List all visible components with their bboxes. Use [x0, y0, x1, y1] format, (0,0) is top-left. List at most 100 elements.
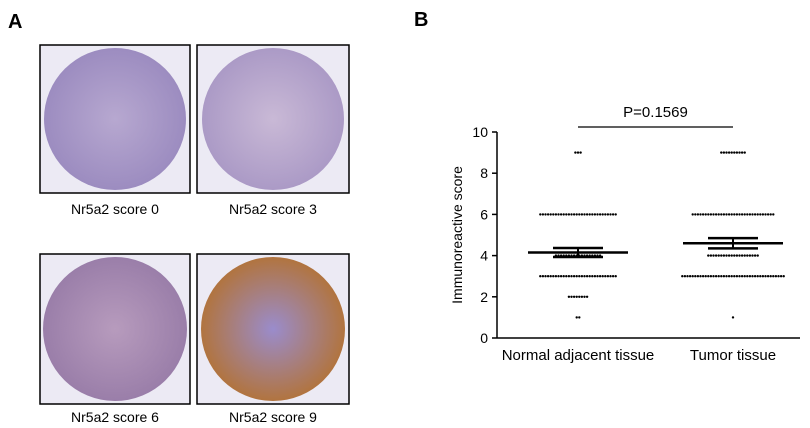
- data-point: [740, 213, 744, 216]
- data-point: [730, 151, 733, 154]
- data-point: [756, 213, 759, 216]
- panel-label: B: [414, 9, 428, 31]
- data-point: [764, 213, 767, 216]
- data-point: [606, 213, 610, 216]
- data-point: [759, 275, 762, 278]
- data-point: [730, 254, 733, 257]
- data-point: [570, 213, 573, 216]
- data-point: [722, 275, 726, 278]
- data-point: [774, 275, 778, 278]
- tissue-core: [202, 48, 344, 190]
- image-caption: Nr5a2 score 6: [71, 409, 159, 425]
- data-point: [712, 275, 715, 278]
- data-point: [722, 254, 726, 257]
- p-value: P=0.1569: [623, 104, 688, 121]
- data-point: [575, 316, 578, 319]
- data-point: [733, 254, 736, 257]
- data-point: [549, 213, 552, 216]
- data-point: [727, 151, 731, 154]
- data-point: [743, 151, 746, 154]
- data-point: [544, 213, 547, 216]
- data-point: [766, 275, 770, 278]
- data-point: [740, 151, 744, 154]
- data-point: [683, 275, 687, 278]
- data-point: [699, 213, 702, 216]
- data-point: [772, 213, 775, 216]
- data-point: [761, 275, 765, 278]
- data-point: [753, 213, 757, 216]
- data-point: [604, 275, 607, 278]
- data-point: [593, 275, 597, 278]
- data-point: [766, 213, 770, 216]
- tissue-core: [201, 257, 345, 401]
- data-point: [546, 275, 550, 278]
- data-point: [596, 213, 599, 216]
- data-point: [738, 254, 741, 257]
- data-point: [580, 213, 584, 216]
- data-point: [559, 213, 563, 216]
- data-point: [570, 275, 573, 278]
- image-caption: Nr5a2 score 3: [229, 201, 317, 217]
- data-point: [740, 275, 744, 278]
- data-point: [735, 254, 739, 257]
- data-point: [614, 275, 617, 278]
- data-point: [720, 151, 723, 154]
- image-caption: Nr5a2 score 0: [71, 201, 159, 217]
- data-point: [614, 213, 617, 216]
- data-point: [753, 254, 757, 257]
- data-point: [604, 213, 607, 216]
- data-point: [722, 151, 726, 154]
- data-point: [714, 275, 718, 278]
- data-point: [753, 275, 757, 278]
- data-point: [609, 213, 612, 216]
- data-point: [575, 295, 578, 298]
- data-point: [580, 275, 584, 278]
- y-tick-label: 6: [480, 206, 488, 222]
- data-point: [562, 275, 565, 278]
- data-point: [709, 213, 713, 216]
- data-point: [578, 295, 581, 298]
- data-point: [583, 213, 586, 216]
- data-point: [701, 275, 705, 278]
- data-point: [707, 275, 710, 278]
- y-tick-label: 10: [472, 124, 488, 140]
- y-tick-label: 0: [480, 330, 488, 346]
- data-point: [748, 275, 752, 278]
- data-point: [735, 275, 739, 278]
- data-point: [720, 275, 723, 278]
- data-point: [552, 275, 555, 278]
- data-point: [727, 213, 731, 216]
- data-point: [601, 275, 604, 278]
- data-point: [725, 151, 728, 154]
- data-point: [554, 213, 558, 216]
- data-point: [578, 213, 581, 216]
- data-point: [691, 275, 694, 278]
- data-point: [704, 213, 707, 216]
- data-point: [578, 316, 581, 319]
- data-point: [740, 254, 744, 257]
- data-point: [539, 213, 542, 216]
- data-point: [738, 275, 741, 278]
- data-point: [578, 275, 581, 278]
- data-point: [598, 213, 602, 216]
- data-point: [727, 275, 731, 278]
- image-caption: Nr5a2 score 9: [229, 409, 317, 425]
- data-point: [756, 275, 759, 278]
- data-point: [694, 213, 697, 216]
- data-point: [575, 213, 578, 216]
- data-point: [701, 213, 705, 216]
- data-point: [609, 275, 612, 278]
- data-point: [764, 275, 767, 278]
- data-point: [738, 151, 741, 154]
- data-point: [709, 275, 713, 278]
- y-axis-title: Immunoreactive score: [449, 166, 465, 304]
- data-point: [777, 275, 780, 278]
- data-point: [743, 275, 746, 278]
- data-point: [585, 275, 589, 278]
- data-point: [779, 275, 783, 278]
- data-point: [688, 275, 692, 278]
- data-point: [574, 151, 577, 154]
- data-point: [743, 213, 746, 216]
